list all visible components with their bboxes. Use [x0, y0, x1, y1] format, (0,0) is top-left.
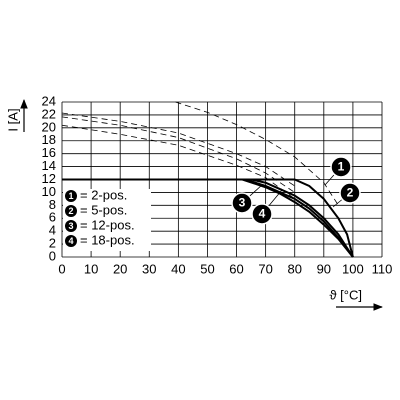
legend-badge: [65, 205, 77, 217]
x-tick-label: 30: [142, 261, 156, 276]
callout-label: 2: [347, 186, 354, 200]
legend-badge-label: 1: [68, 191, 73, 201]
y-axis-label: I [A]: [5, 108, 20, 131]
legend-label: = 18-pos.: [80, 232, 135, 247]
derating-curve: [62, 178, 354, 258]
y-tick-label: 14: [42, 158, 56, 173]
y-tick-label: 4: [49, 223, 56, 238]
legend-label: = 12-pos.: [80, 217, 135, 232]
legend-label: = 2-pos.: [80, 187, 127, 202]
y-tick-label: 0: [49, 248, 56, 263]
legend-box: [63, 189, 151, 251]
x-tick-label: 60: [229, 261, 243, 276]
y-tick-label: 22: [42, 106, 56, 121]
x-tick-label: 90: [317, 261, 331, 276]
callout-badge: [251, 203, 273, 225]
y-tick-label: 16: [42, 145, 56, 160]
y-tick-label: 24: [42, 93, 56, 108]
callout-label: 4: [259, 207, 266, 221]
callout-badge: [330, 156, 352, 178]
derating-curve: [62, 178, 354, 258]
y-tick-label: 20: [42, 119, 56, 134]
derating-curve: [62, 178, 354, 258]
callout-badge: [231, 192, 253, 214]
x-tick-label: 80: [287, 261, 301, 276]
y-tick-label: 12: [42, 171, 56, 186]
legend-label: = 5-pos.: [80, 202, 127, 217]
y-tick-label: 6: [49, 210, 56, 225]
x-tick-label: 100: [342, 261, 364, 276]
legend-badge-label: 4: [68, 236, 73, 246]
x-tick-label: 50: [200, 261, 214, 276]
legend-badge: [65, 190, 77, 202]
legend-badge: [65, 235, 77, 247]
y-tick-label: 8: [49, 197, 56, 212]
x-tick-label: 110: [372, 261, 393, 276]
x-tick-label: 0: [58, 261, 65, 276]
callout-label: 3: [239, 196, 246, 210]
legend-badge-label: 3: [68, 221, 73, 231]
derating-curve: [62, 178, 354, 258]
legend-badge-label: 2: [68, 206, 73, 216]
y-tick-label: 18: [42, 132, 56, 147]
dashed-curve: [175, 101, 339, 206]
x-tick-label: 10: [84, 261, 98, 276]
callout-label: 1: [338, 160, 345, 174]
legend-badge: [65, 220, 77, 232]
y-tick-label: 10: [42, 184, 56, 199]
x-tick-label: 70: [258, 261, 272, 276]
x-tick-label: 20: [113, 261, 127, 276]
x-axis-label: ϑ [°C]: [329, 287, 362, 302]
callout-badge: [339, 182, 361, 204]
y-tick-label: 2: [49, 236, 56, 251]
x-tick-label: 40: [171, 261, 185, 276]
